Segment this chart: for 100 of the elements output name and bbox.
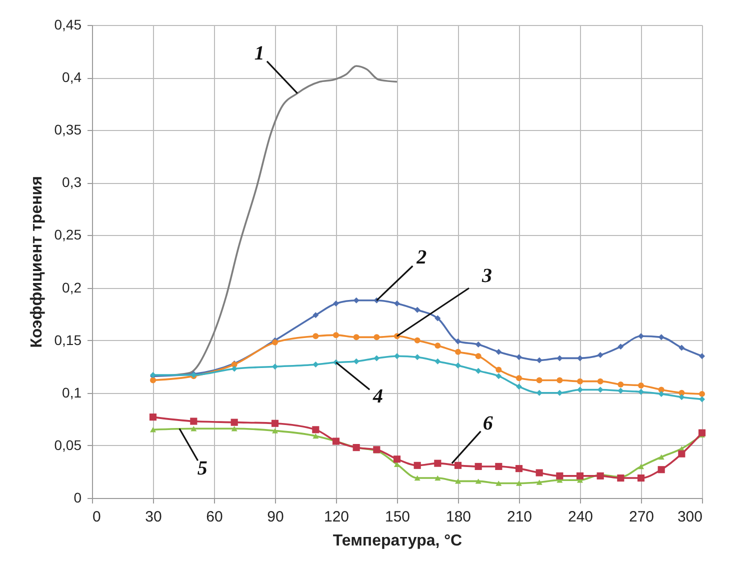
annotation: 4	[372, 385, 383, 408]
point	[556, 472, 564, 480]
point	[394, 300, 400, 307]
x-tick-label: 60	[206, 508, 223, 526]
y-tick-label: 0,2	[62, 279, 82, 296]
point	[496, 348, 502, 355]
point	[190, 418, 198, 425]
annotation: 1	[254, 42, 264, 64]
point	[475, 342, 482, 348]
point	[190, 426, 197, 432]
point	[394, 353, 400, 360]
point	[495, 462, 502, 470]
point	[231, 366, 238, 372]
point	[414, 337, 420, 344]
point	[678, 450, 686, 458]
point	[455, 338, 461, 344]
point	[597, 352, 604, 358]
y-tick-label: 0,45	[54, 16, 82, 32]
point	[393, 456, 401, 463]
point	[353, 334, 360, 340]
point	[699, 390, 705, 397]
point	[353, 358, 360, 364]
point	[536, 377, 542, 384]
point	[618, 381, 624, 388]
point	[312, 362, 319, 368]
point	[678, 394, 685, 400]
x-tick-label: 180	[446, 508, 472, 526]
point	[312, 333, 319, 340]
x-tick-label: 90	[267, 508, 284, 526]
y-tick-label: 0,25	[54, 226, 82, 243]
y-tick-label: 0,1	[62, 384, 82, 400]
x-tick-label: 120	[324, 508, 350, 526]
y-tick-label: 0,35	[54, 122, 82, 138]
annotation: 6	[482, 412, 493, 434]
point	[536, 469, 543, 476]
point	[434, 342, 441, 349]
point	[638, 388, 644, 395]
point	[496, 366, 502, 373]
point	[577, 386, 583, 393]
point	[699, 353, 705, 360]
point	[658, 454, 664, 460]
point	[230, 418, 238, 426]
point	[150, 377, 156, 384]
point	[150, 427, 156, 432]
point	[455, 478, 461, 484]
annotation: 2	[416, 246, 427, 268]
point	[638, 333, 644, 340]
point	[618, 344, 624, 350]
point	[312, 312, 319, 318]
point	[516, 354, 522, 360]
point	[374, 334, 380, 340]
point	[434, 358, 441, 364]
point	[434, 460, 442, 467]
point	[516, 480, 522, 486]
point	[149, 414, 157, 421]
point	[333, 300, 339, 307]
point	[699, 396, 705, 402]
point	[516, 375, 522, 382]
point	[638, 464, 644, 470]
point	[333, 332, 339, 338]
y-tick-label: 0,3	[62, 174, 82, 190]
y-tick-label: 0	[74, 490, 82, 506]
point	[637, 474, 645, 482]
point	[536, 480, 542, 485]
point	[658, 390, 664, 397]
annotation: 3	[481, 265, 492, 288]
x-tick-label: 210	[506, 508, 532, 526]
point	[577, 355, 583, 362]
x-tick-label: 30	[145, 508, 162, 526]
point	[272, 364, 278, 370]
x-tick-label: 240	[568, 508, 594, 526]
point	[698, 429, 706, 436]
point	[434, 315, 441, 322]
point	[496, 373, 502, 380]
point	[576, 472, 584, 480]
x-tick-label: 300	[677, 508, 702, 526]
point	[496, 480, 502, 486]
point	[414, 462, 421, 469]
point	[272, 428, 278, 434]
point	[474, 462, 482, 470]
point	[638, 382, 644, 389]
point	[312, 433, 319, 439]
point	[374, 355, 380, 362]
point	[414, 475, 420, 481]
point	[414, 306, 420, 313]
x-axis-title: Температура, °C	[332, 532, 463, 550]
point	[434, 475, 441, 481]
x-tick-label: 270	[628, 508, 654, 526]
point	[597, 378, 604, 384]
point	[271, 420, 279, 427]
point	[454, 462, 462, 469]
point	[475, 368, 482, 374]
y-tick-label: 0,4	[62, 69, 82, 86]
point	[577, 378, 583, 384]
x-tick-label: 150	[384, 508, 410, 526]
point	[516, 384, 522, 390]
point	[658, 466, 665, 474]
y-tick-label: 0,05	[54, 436, 82, 453]
y-tick-label: 0,15	[54, 332, 82, 348]
point	[414, 354, 420, 360]
